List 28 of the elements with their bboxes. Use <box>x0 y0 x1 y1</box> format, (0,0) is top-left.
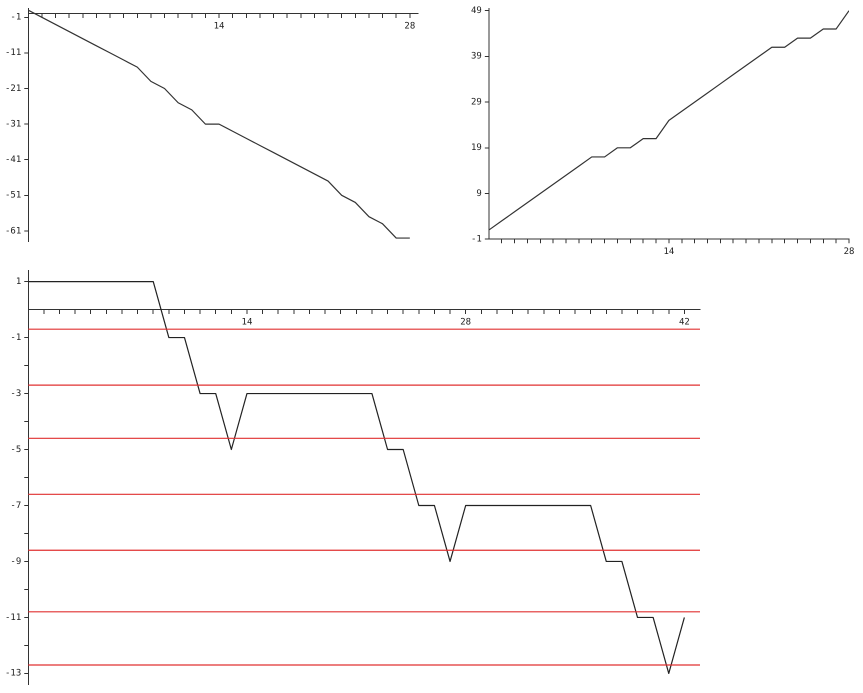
y-tick-label: 29 <box>470 97 482 108</box>
x-tick-label: 28 <box>404 21 416 32</box>
y-tick-label: -41 <box>4 155 22 166</box>
y-tick-label: -1 <box>470 234 482 245</box>
y-tick-label: -31 <box>4 119 22 130</box>
y-tick-label: -1 <box>10 12 22 23</box>
y-tick-label: 9 <box>476 188 482 199</box>
x-tick-label: 14 <box>214 21 224 32</box>
x-tick-label: 42 <box>678 317 690 328</box>
y-tick-label: 1 <box>16 276 22 287</box>
y-tick-label: -13 <box>4 668 22 679</box>
x-tick-label: 14 <box>663 246 674 257</box>
y-tick-label: -51 <box>4 190 22 201</box>
y-tick-label: -3 <box>10 388 22 399</box>
y-tick-label: -11 <box>4 612 22 623</box>
y-tick-label: -1 <box>10 332 22 343</box>
y-tick-label: 49 <box>470 6 482 16</box>
y-tick-label: -11 <box>4 48 22 58</box>
y-tick-label: 19 <box>470 143 482 154</box>
y-tick-label: -7 <box>10 500 22 511</box>
x-tick-label: 28 <box>460 317 472 328</box>
y-tick-label: -9 <box>10 556 22 567</box>
y-tick-label: -5 <box>10 444 22 455</box>
y-tick-label: 39 <box>470 52 482 62</box>
x-tick-label: 14 <box>242 317 252 328</box>
x-tick-label: 28 <box>844 246 854 257</box>
y-tick-label: -61 <box>4 226 22 236</box>
y-tick-label: -21 <box>4 84 22 94</box>
